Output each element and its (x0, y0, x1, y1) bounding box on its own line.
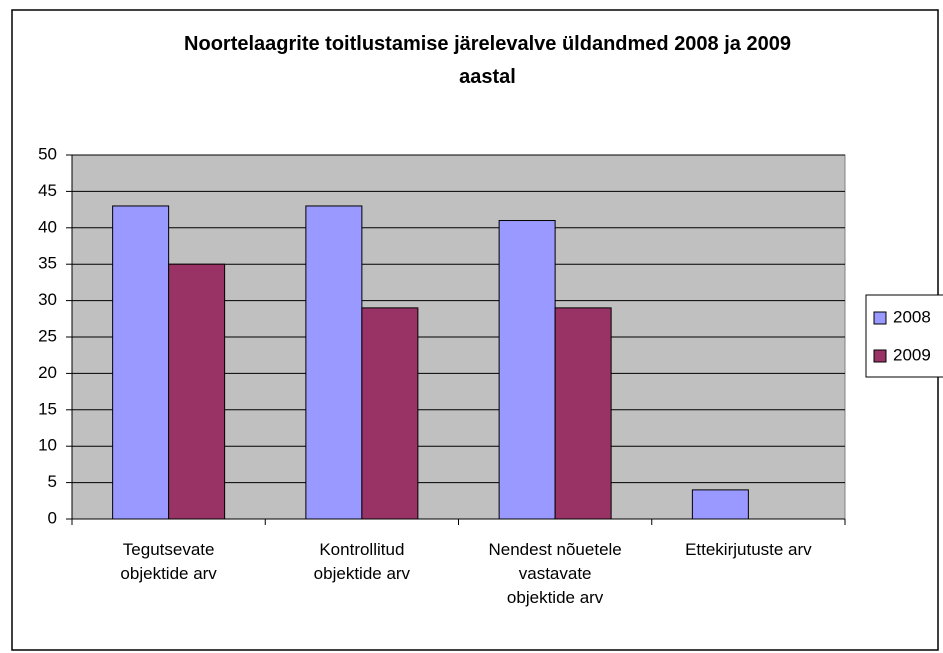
y-tick-label: 20 (38, 363, 57, 382)
chart-title: Noortelaagrite toitlustamise järelevalve… (184, 33, 791, 88)
bar (168, 263, 226, 520)
legend-label: 2008 (893, 307, 931, 326)
bar (554, 307, 612, 520)
bar (305, 205, 363, 520)
legend-swatch (873, 311, 887, 325)
legend-swatch (873, 349, 887, 363)
y-tick-label: 25 (38, 326, 57, 345)
bar (498, 220, 556, 520)
legend-box (865, 294, 943, 378)
x-tick-label: Ettekirjutuste arv (685, 540, 812, 559)
y-tick-label: 30 (38, 290, 57, 309)
x-tick-label: Nendest nõuetele vastavate objektide arv (488, 540, 622, 607)
bar (361, 307, 419, 520)
bar (112, 205, 170, 520)
y-tick-label: 40 (38, 217, 57, 236)
y-tick-label: 15 (38, 399, 57, 418)
legend-label: 2009 (893, 345, 931, 364)
y-tick-label: 0 (48, 508, 57, 527)
y-tick-label: 10 (38, 436, 57, 455)
bar (691, 489, 749, 520)
y-tick-label: 5 (48, 472, 57, 491)
x-tick-label: Kontrollitud objektide arv (313, 540, 411, 583)
x-tick-label: Tegutsevate objektide arv (120, 540, 217, 583)
y-tick-label: 45 (38, 181, 57, 200)
y-tick-label: 50 (38, 144, 57, 163)
y-tick-label: 35 (38, 254, 57, 273)
